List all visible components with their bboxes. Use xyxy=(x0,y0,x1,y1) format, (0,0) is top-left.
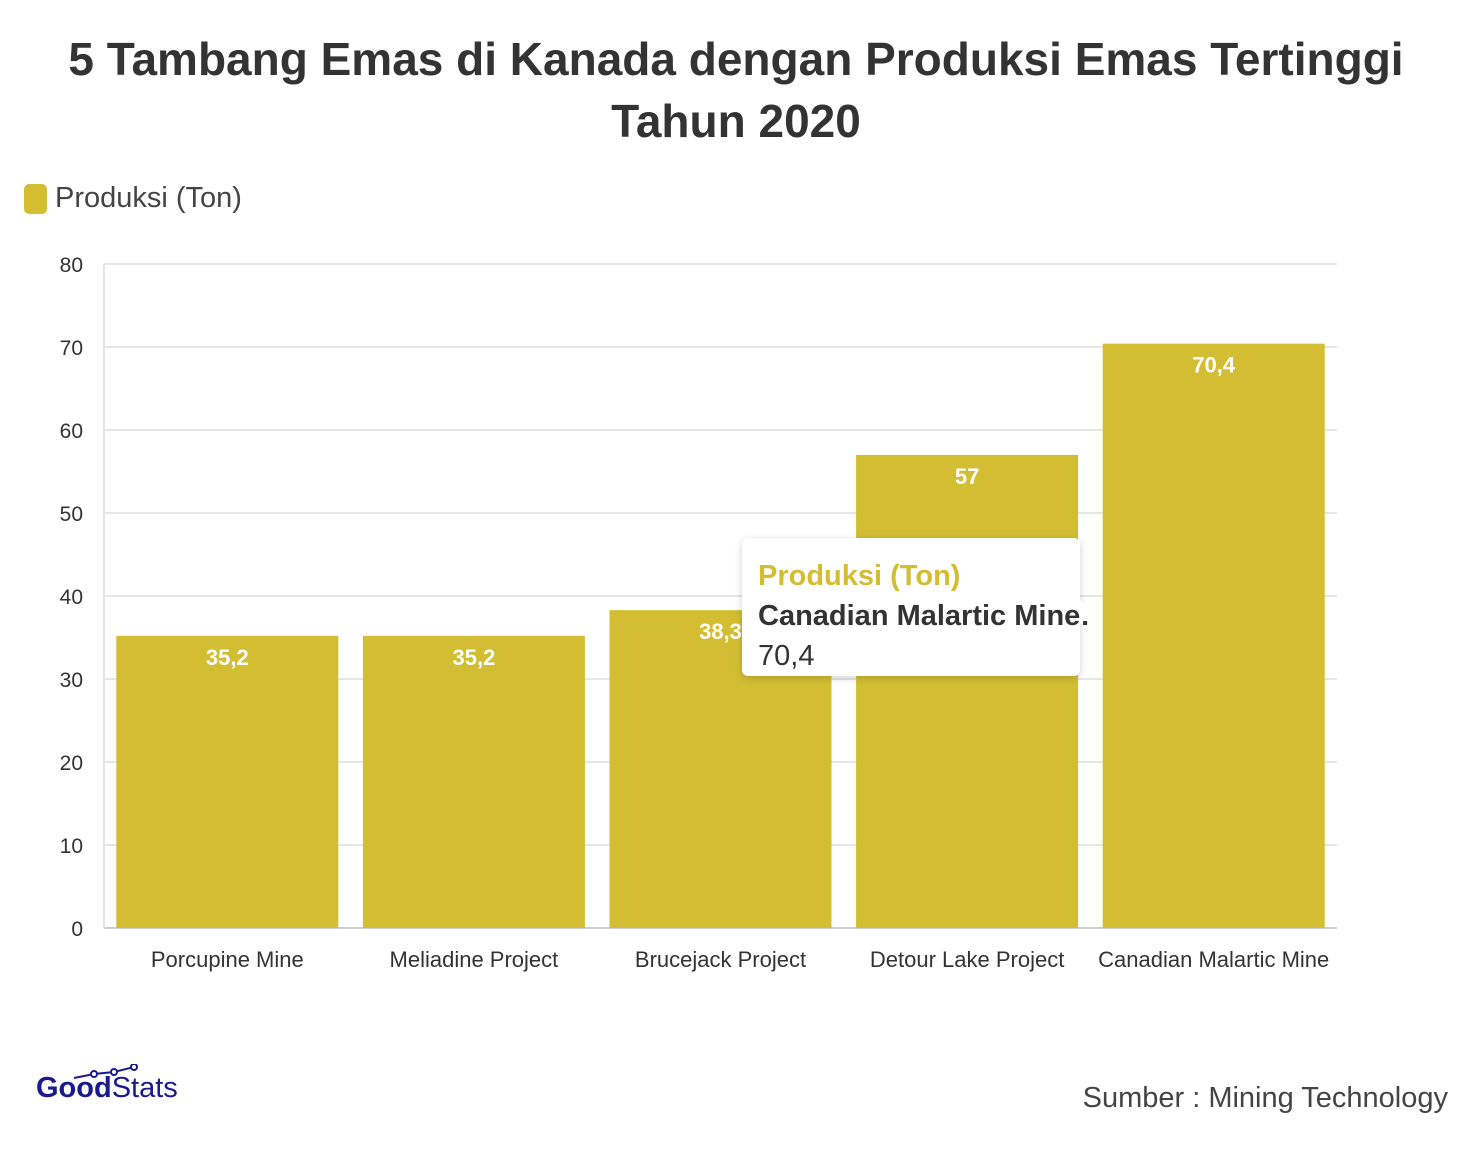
y-tick-label: 70 xyxy=(60,337,83,360)
goodstats-logo: GoodStats xyxy=(36,1064,178,1105)
legend-swatch xyxy=(24,183,47,214)
y-tick-label: 30 xyxy=(60,669,83,692)
y-tick-label: 60 xyxy=(60,420,83,443)
y-tick-label: 50 xyxy=(60,503,83,526)
y-tick-label: 10 xyxy=(60,835,83,858)
data-label: 35,2 xyxy=(206,645,249,670)
bar[interactable] xyxy=(856,454,1079,928)
legend-label: Produksi (Ton) xyxy=(55,182,242,214)
logo-bold: Good xyxy=(36,1072,112,1104)
x-tick-label: Porcupine Mine xyxy=(151,947,304,972)
tooltip-value: 70,4 xyxy=(758,640,815,672)
source-note: Sumber : Mining Technology xyxy=(1082,1082,1448,1114)
legend-item[interactable]: Produksi (Ton) xyxy=(24,182,242,215)
y-tick-label: 20 xyxy=(60,752,83,775)
chart-title: 5 Tambang Emas di Kanada dengan Produksi… xyxy=(68,33,1404,147)
y-tick-label: 80 xyxy=(60,254,83,277)
bar[interactable] xyxy=(362,635,585,928)
bar[interactable] xyxy=(1102,343,1325,928)
data-label: 57 xyxy=(955,464,979,489)
tooltip-category: Canadian Malartic Mine: xyxy=(758,600,1090,632)
data-label: 38,3 xyxy=(699,619,742,644)
data-label: 35,2 xyxy=(452,645,495,670)
x-tick-label: Detour Lake Project xyxy=(870,947,1064,972)
x-tick-label: Canadian Malartic Mine xyxy=(1098,947,1329,972)
data-label: 70,4 xyxy=(1192,353,1236,378)
bar[interactable] xyxy=(116,635,339,928)
y-tick-label: 0 xyxy=(71,918,83,941)
x-tick-label: Brucejack Project xyxy=(635,947,806,972)
tooltip: Produksi (Ton) Canadian Malartic Mine: 7… xyxy=(742,538,1094,676)
x-tick-label: Meliadine Project xyxy=(390,947,559,972)
logo-light: Stats xyxy=(111,1072,178,1104)
logo-trend-icon xyxy=(73,1064,138,1079)
tooltip-series: Produksi (Ton) xyxy=(758,560,961,592)
y-tick-label: 40 xyxy=(60,586,83,609)
